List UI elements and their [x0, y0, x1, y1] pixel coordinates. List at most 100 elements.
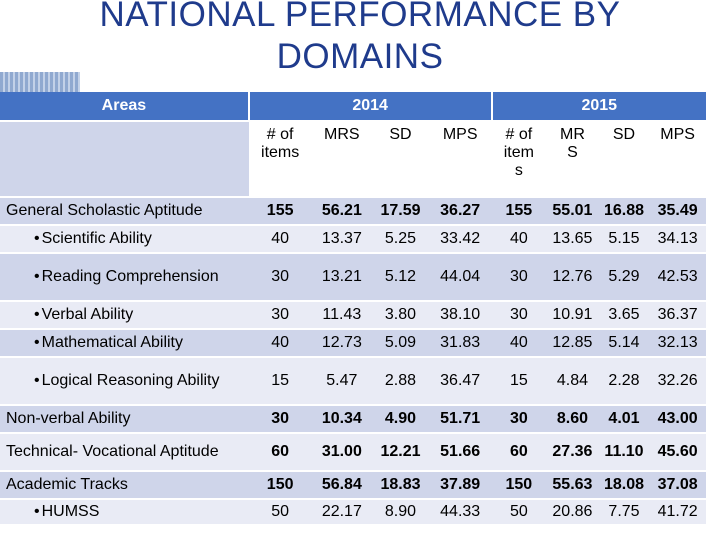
value-cell: 30 — [248, 405, 312, 434]
value-cell: 4.90 — [372, 405, 429, 434]
value-cell: 38.10 — [428, 301, 492, 330]
value-cell: 45.60 — [649, 433, 706, 472]
subheader-cell: SD — [598, 121, 650, 198]
value-cell: 56.21 — [311, 197, 373, 226]
header-row: Areas 2014 2015 — [0, 92, 706, 122]
value-cell: 4.01 — [598, 405, 650, 434]
value-cell: 11.43 — [311, 301, 373, 330]
value-cell: 30 — [491, 405, 547, 434]
area-cell: Academic Tracks — [0, 471, 249, 500]
table-row: Verbal Ability3011.433.8038.103010.913.6… — [0, 301, 706, 330]
value-cell: 40 — [491, 225, 547, 254]
value-cell: 3.80 — [372, 301, 429, 330]
area-label: Non-verbal Ability — [6, 410, 131, 427]
table-row: Logical Reasoning Ability155.472.8836.47… — [0, 357, 706, 406]
value-cell: 12.21 — [372, 433, 429, 472]
area-cell: Scientific Ability — [0, 225, 249, 254]
area-cell: Reading Comprehension — [0, 253, 249, 302]
subheader-row: # of items MRS SD MPS # of item s MR S S… — [0, 121, 706, 198]
header-areas: Areas — [0, 92, 250, 122]
value-cell: 15 — [248, 357, 312, 406]
value-cell: 10.91 — [546, 301, 599, 330]
subheader-empty — [0, 121, 249, 198]
table-row: Reading Comprehension3013.215.1244.04301… — [0, 253, 706, 302]
value-cell: 42.53 — [649, 253, 706, 302]
header-year-2015: 2015 — [491, 92, 706, 122]
performance-table: Areas 2014 2015 # of items MRS SD MPS # … — [0, 92, 706, 526]
value-cell: 155 — [491, 197, 547, 226]
subheader-cell: # of items — [248, 121, 312, 198]
value-cell: 51.66 — [428, 433, 492, 472]
value-cell: 5.29 — [598, 253, 650, 302]
area-label: General Scholastic Aptitude — [6, 202, 203, 219]
value-cell: 33.42 — [428, 225, 492, 254]
value-cell: 155 — [248, 197, 312, 226]
area-label: HUMSS — [34, 503, 99, 520]
value-cell: 50 — [248, 499, 312, 526]
value-cell: 18.08 — [598, 471, 650, 500]
area-cell: Logical Reasoning Ability — [0, 357, 249, 406]
value-cell: 34.13 — [649, 225, 706, 254]
subheader-cell: MPS — [649, 121, 706, 198]
value-cell: 31.00 — [311, 433, 373, 472]
value-cell: 5.09 — [372, 329, 429, 358]
value-cell: 8.90 — [372, 499, 429, 526]
value-cell: 31.83 — [428, 329, 492, 358]
value-cell: 17.59 — [372, 197, 429, 226]
value-cell: 30 — [491, 301, 547, 330]
value-cell: 55.63 — [546, 471, 599, 500]
area-label: Technical- Vocational Aptitude — [6, 443, 219, 460]
value-cell: 3.65 — [598, 301, 650, 330]
value-cell: 13.37 — [311, 225, 373, 254]
value-cell: 12.85 — [546, 329, 599, 358]
area-cell: General Scholastic Aptitude — [0, 197, 249, 226]
table-row: Scientific Ability4013.375.2533.424013.6… — [0, 225, 706, 254]
value-cell: 12.76 — [546, 253, 599, 302]
value-cell: 150 — [248, 471, 312, 500]
value-cell: 15 — [491, 357, 547, 406]
value-cell: 41.72 — [649, 499, 706, 526]
value-cell: 22.17 — [311, 499, 373, 526]
value-cell: 16.88 — [598, 197, 650, 226]
area-cell: Technical- Vocational Aptitude — [0, 433, 249, 472]
value-cell: 36.47 — [428, 357, 492, 406]
area-cell: Verbal Ability — [0, 301, 249, 330]
title-line-1: NATIONAL PERFORMANCE BY — [99, 0, 621, 34]
table-row: Academic Tracks 150 56.84 18.83 37.89 150 55.6… — [0, 471, 706, 500]
area-cell: Non-verbal Ability — [0, 405, 249, 434]
page-title: NATIONAL PERFORMANCE BY DOMAINS — [0, 0, 720, 78]
value-cell: 4.84 — [546, 357, 599, 406]
value-cell: 10.34 — [311, 405, 373, 434]
value-cell: 43.00 — [649, 405, 706, 434]
area-label: Logical Reasoning Ability — [34, 372, 220, 389]
table-row: General Scholastic Aptitude 155 56.21 17.59… — [0, 197, 706, 226]
value-cell: 30 — [491, 253, 547, 302]
value-cell: 51.71 — [428, 405, 492, 434]
area-label: Mathematical Ability — [34, 334, 183, 351]
value-cell: 30 — [248, 253, 312, 302]
subheader-cell: MRS — [311, 121, 373, 198]
value-cell: 7.75 — [598, 499, 650, 526]
subheader-cell: SD — [372, 121, 429, 198]
value-cell: 150 — [491, 471, 547, 500]
value-cell: 60 — [248, 433, 312, 472]
value-cell: 11.10 — [598, 433, 650, 472]
area-label: Verbal Ability — [34, 306, 133, 323]
value-cell: 8.60 — [546, 405, 599, 434]
value-cell: 13.65 — [546, 225, 599, 254]
value-cell: 44.33 — [428, 499, 492, 526]
table-row: Non-verbal Ability 30 10.34 4.90 51.71 30 8.60… — [0, 405, 706, 434]
value-cell: 2.88 — [372, 357, 429, 406]
value-cell: 27.36 — [546, 433, 599, 472]
value-cell: 5.12 — [372, 253, 429, 302]
value-cell: 35.49 — [649, 197, 706, 226]
value-cell: 5.47 — [311, 357, 373, 406]
subheader-cell: MR S — [546, 121, 599, 198]
area-cell: Mathematical Ability — [0, 329, 249, 358]
subheader-cell: MPS — [428, 121, 492, 198]
value-cell: 55.01 — [546, 197, 599, 226]
value-cell: 37.08 — [649, 471, 706, 500]
table-row: Technical- Vocational Aptitude 60 31.00 12.… — [0, 433, 706, 472]
header-year-2014: 2014 — [248, 92, 493, 122]
